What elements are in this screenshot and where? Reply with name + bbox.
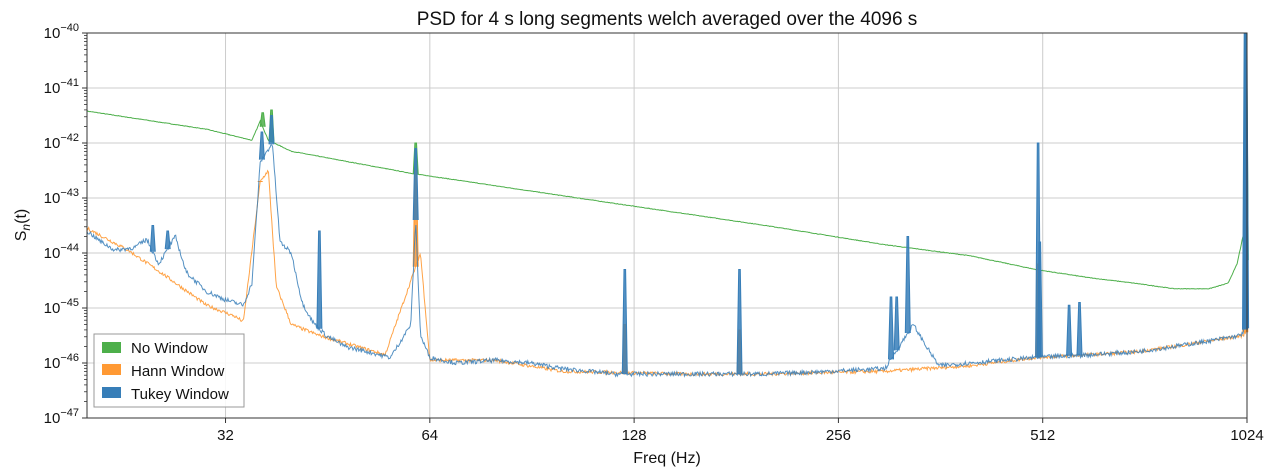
axes-frame	[86, 32, 1248, 419]
grid	[87, 32, 1248, 419]
series-peak	[316, 230, 323, 329]
x-tick-label: 64	[421, 427, 438, 444]
series-peak	[893, 296, 900, 351]
y-axis-ticks: 10−40 10−41 10−42 10−43 10−44 10−45 10−46 10−47	[44, 22, 87, 427]
x-axis-ticks: 32 64 128 256 512 1024	[217, 418, 1264, 444]
series-tukey-window	[86, 32, 1250, 378]
x-tick-label: 256	[826, 427, 851, 444]
y-tick-label: 10−44	[44, 242, 79, 262]
series-peak	[412, 148, 419, 221]
legend-swatch-tukey-window	[102, 387, 121, 398]
series-hann-window	[86, 164, 1249, 377]
y-tick-label: 10−46	[44, 352, 79, 372]
legend-swatch-hann-window	[102, 364, 121, 375]
series-peak	[736, 269, 743, 375]
series-peak	[149, 225, 156, 252]
y-tick-label: 10−41	[44, 77, 79, 97]
legend: No Window Hann Window Tukey Window	[93, 333, 245, 408]
series-peak	[258, 131, 265, 160]
series-peak	[621, 269, 628, 375]
x-axis-label: Freq (Hz)	[633, 450, 701, 467]
y-tick-label: 10−45	[44, 297, 79, 317]
legend-label-hann-window: Hann Window	[131, 363, 225, 380]
x-tick-label: 1024	[1230, 427, 1263, 444]
y-axis-label-main: S	[13, 231, 30, 242]
series-peak	[259, 112, 266, 127]
series-peak	[904, 236, 911, 334]
x-tick-label: 512	[1030, 427, 1055, 444]
x-tick-label: 128	[622, 427, 647, 444]
series-peak	[1076, 302, 1083, 356]
series-line	[86, 110, 1248, 290]
y-tick-label: 10−40	[44, 22, 79, 42]
series-peak	[1036, 241, 1043, 358]
y-tick-label: 10−47	[44, 407, 79, 427]
legend-label-tukey-window: Tukey Window	[131, 386, 229, 403]
series-peak	[1066, 304, 1073, 356]
series-line	[86, 144, 1248, 378]
y-axis-label-tail: (t)	[13, 209, 30, 224]
y-tick-label: 10−42	[44, 132, 79, 152]
legend-label-no-window: No Window	[131, 340, 208, 357]
y-tick-label: 10−43	[44, 187, 79, 207]
y-axis-label: Sn(t)	[13, 209, 33, 241]
x-tick-label: 32	[217, 427, 234, 444]
chart-title: PSD for 4 s long segments welch averaged…	[417, 9, 918, 30]
series-peak	[888, 296, 894, 360]
series-peak	[268, 115, 275, 145]
series-peak	[164, 230, 171, 250]
y-axis-label-sub: n	[19, 224, 33, 231]
legend-swatch-no-window	[102, 342, 121, 353]
series-line	[86, 169, 1248, 377]
plot-area	[86, 32, 1250, 378]
